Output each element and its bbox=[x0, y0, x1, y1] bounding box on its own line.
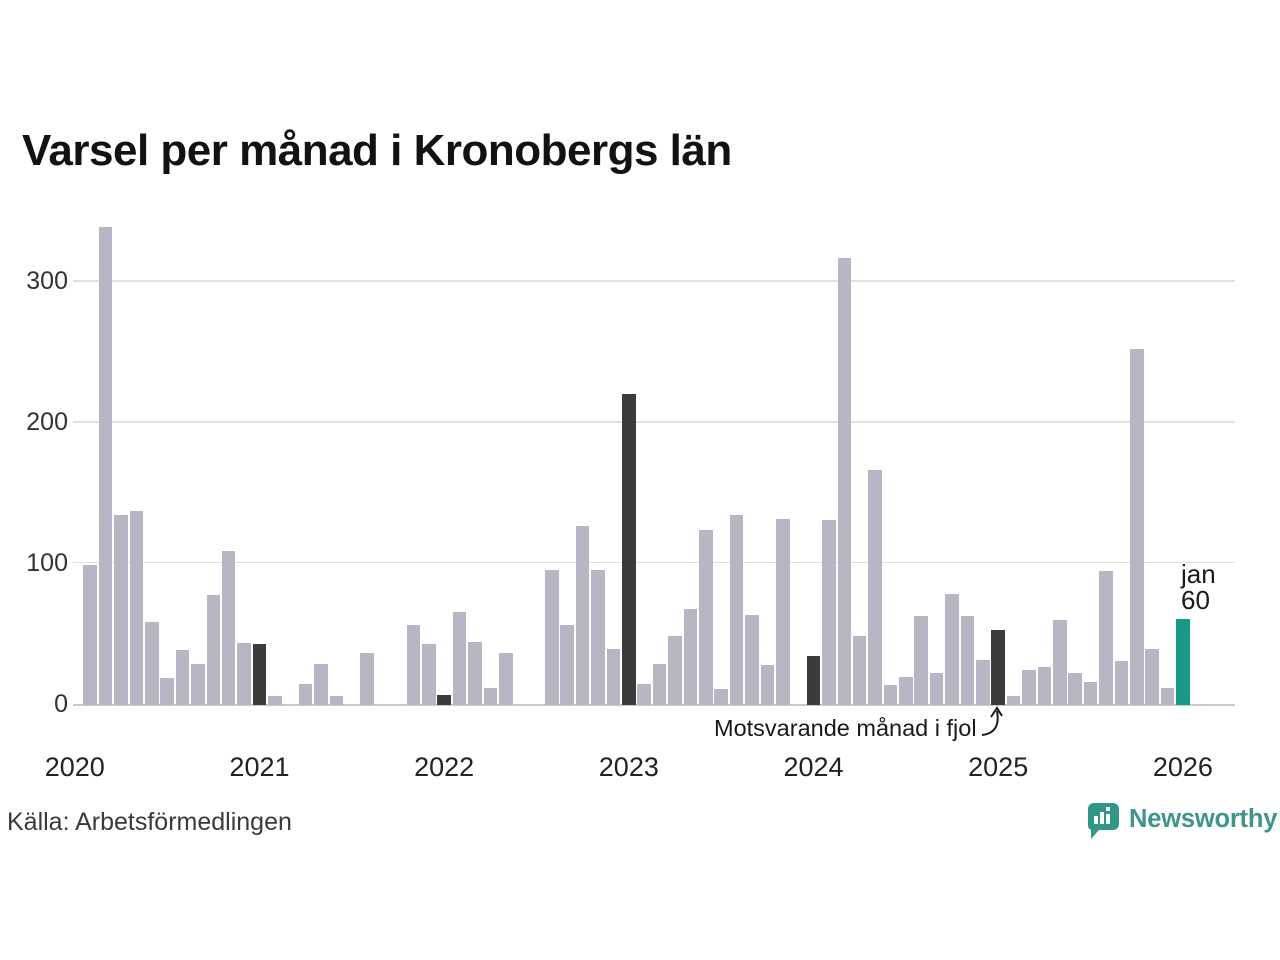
bar-2020-06 bbox=[144, 621, 159, 705]
bar-2024-12 bbox=[976, 659, 990, 705]
bar-2022-03 bbox=[468, 641, 482, 705]
bar-2025-10 bbox=[1129, 348, 1144, 705]
bar-2021-02 bbox=[268, 696, 282, 705]
bar-2022-08 bbox=[545, 569, 559, 705]
bar-2020-10 bbox=[206, 595, 221, 705]
bar-2022-02 bbox=[452, 611, 467, 705]
latest-bar-value: 60 bbox=[1181, 585, 1210, 615]
bar-2024-11 bbox=[960, 616, 975, 705]
bar-2023-11 bbox=[775, 519, 790, 705]
bar-2025-02 bbox=[1006, 696, 1021, 705]
bar-2021-08 bbox=[360, 652, 374, 705]
bar-2024-01 bbox=[806, 655, 821, 705]
y-tick-300: 300 bbox=[26, 267, 68, 295]
bar-2024-04 bbox=[852, 635, 867, 705]
bar-2023-08 bbox=[729, 514, 744, 705]
gridline-200 bbox=[73, 421, 1235, 423]
bar-2024-03 bbox=[837, 258, 852, 705]
bar-2022-01 bbox=[437, 695, 451, 705]
x-label-2024: 2024 bbox=[783, 752, 844, 782]
y-tick-0: 0 bbox=[54, 689, 68, 718]
x-label-2021: 2021 bbox=[229, 752, 290, 782]
bar-2022-05 bbox=[498, 652, 513, 705]
bar-2024-06 bbox=[883, 685, 898, 705]
newsworthy-wordmark: Newsworthy bbox=[1129, 805, 1278, 833]
bar-2023-09 bbox=[745, 614, 759, 705]
bar-2025-11 bbox=[1145, 648, 1159, 705]
x-label-2020: 2020 bbox=[44, 752, 105, 782]
bar-2020-03 bbox=[98, 227, 113, 705]
gridline-100 bbox=[73, 561, 1235, 564]
bar-2020-12 bbox=[237, 642, 251, 705]
x-label-2022: 2022 bbox=[414, 752, 475, 782]
bar-2020-05 bbox=[129, 510, 144, 705]
bar-2024-05 bbox=[868, 469, 882, 705]
bar-2023-04 bbox=[668, 635, 682, 705]
bar-2021-06 bbox=[329, 696, 344, 705]
bar-2023-05 bbox=[683, 609, 698, 705]
bar-2025-05 bbox=[1052, 620, 1067, 705]
bar-2026-01 bbox=[1176, 619, 1190, 705]
bar-2020-02 bbox=[83, 565, 97, 705]
newsworthy-bubble-chart-icon bbox=[1088, 803, 1119, 839]
source-text: Källa: Arbetsförmedlingen bbox=[7, 808, 292, 836]
bar-2023-10 bbox=[760, 665, 775, 705]
bar-2025-01 bbox=[991, 630, 1005, 705]
bar-2022-11 bbox=[591, 569, 605, 705]
x-axis-line bbox=[73, 704, 1235, 706]
bar-2024-08 bbox=[914, 616, 929, 705]
bar-2020-11 bbox=[221, 551, 236, 705]
bar-2020-09 bbox=[191, 664, 205, 705]
bar-2024-10 bbox=[945, 593, 959, 705]
bar-2022-09 bbox=[560, 624, 575, 705]
bar-2023-06 bbox=[698, 530, 713, 705]
bar-2023-03 bbox=[652, 664, 667, 705]
bar-2022-12 bbox=[606, 648, 621, 705]
y-tick-100: 100 bbox=[26, 548, 68, 577]
bar-2024-02 bbox=[822, 520, 836, 705]
x-label-2026: 2026 bbox=[1152, 752, 1213, 782]
bar-2020-07 bbox=[160, 678, 174, 705]
bar-2021-01 bbox=[252, 644, 267, 705]
bar-2024-09 bbox=[929, 672, 944, 705]
bar-2023-01 bbox=[622, 393, 636, 705]
bar-2020-08 bbox=[175, 649, 190, 705]
bar-2025-07 bbox=[1083, 682, 1098, 705]
y-tick-200: 200 bbox=[26, 407, 68, 436]
bar-2022-04 bbox=[483, 688, 498, 705]
x-label-2023: 2023 bbox=[598, 752, 659, 782]
latest-bar-label: jan 60 bbox=[1181, 561, 1216, 613]
bar-2025-03 bbox=[1022, 669, 1036, 705]
gridline-300 bbox=[73, 280, 1235, 282]
bar-2024-07 bbox=[899, 676, 913, 705]
latest-bar-month: jan bbox=[1181, 559, 1216, 589]
bar-2023-02 bbox=[637, 683, 652, 705]
bar-2020-04 bbox=[114, 514, 128, 705]
bar-2025-06 bbox=[1068, 672, 1082, 705]
bar-2023-07 bbox=[714, 689, 728, 705]
bar-2025-04 bbox=[1037, 666, 1052, 705]
annotation-fjol-text: Motsvarande månad i fjol bbox=[714, 715, 977, 741]
bar-2022-10 bbox=[575, 526, 590, 705]
bar-2021-04 bbox=[298, 683, 313, 705]
bar-2025-08 bbox=[1099, 571, 1113, 705]
bar-2021-11 bbox=[406, 624, 421, 705]
bar-2025-09 bbox=[1114, 661, 1129, 705]
bar-2021-05 bbox=[314, 664, 328, 705]
x-label-2025: 2025 bbox=[968, 752, 1029, 782]
chart-title: Varsel per månad i Kronobergs län bbox=[22, 126, 732, 175]
annotation-arrow-icon bbox=[981, 706, 1003, 736]
bar-2021-12 bbox=[421, 644, 436, 705]
newsworthy-logo: Newsworthy bbox=[1088, 803, 1277, 840]
bar-2025-12 bbox=[1160, 688, 1175, 705]
